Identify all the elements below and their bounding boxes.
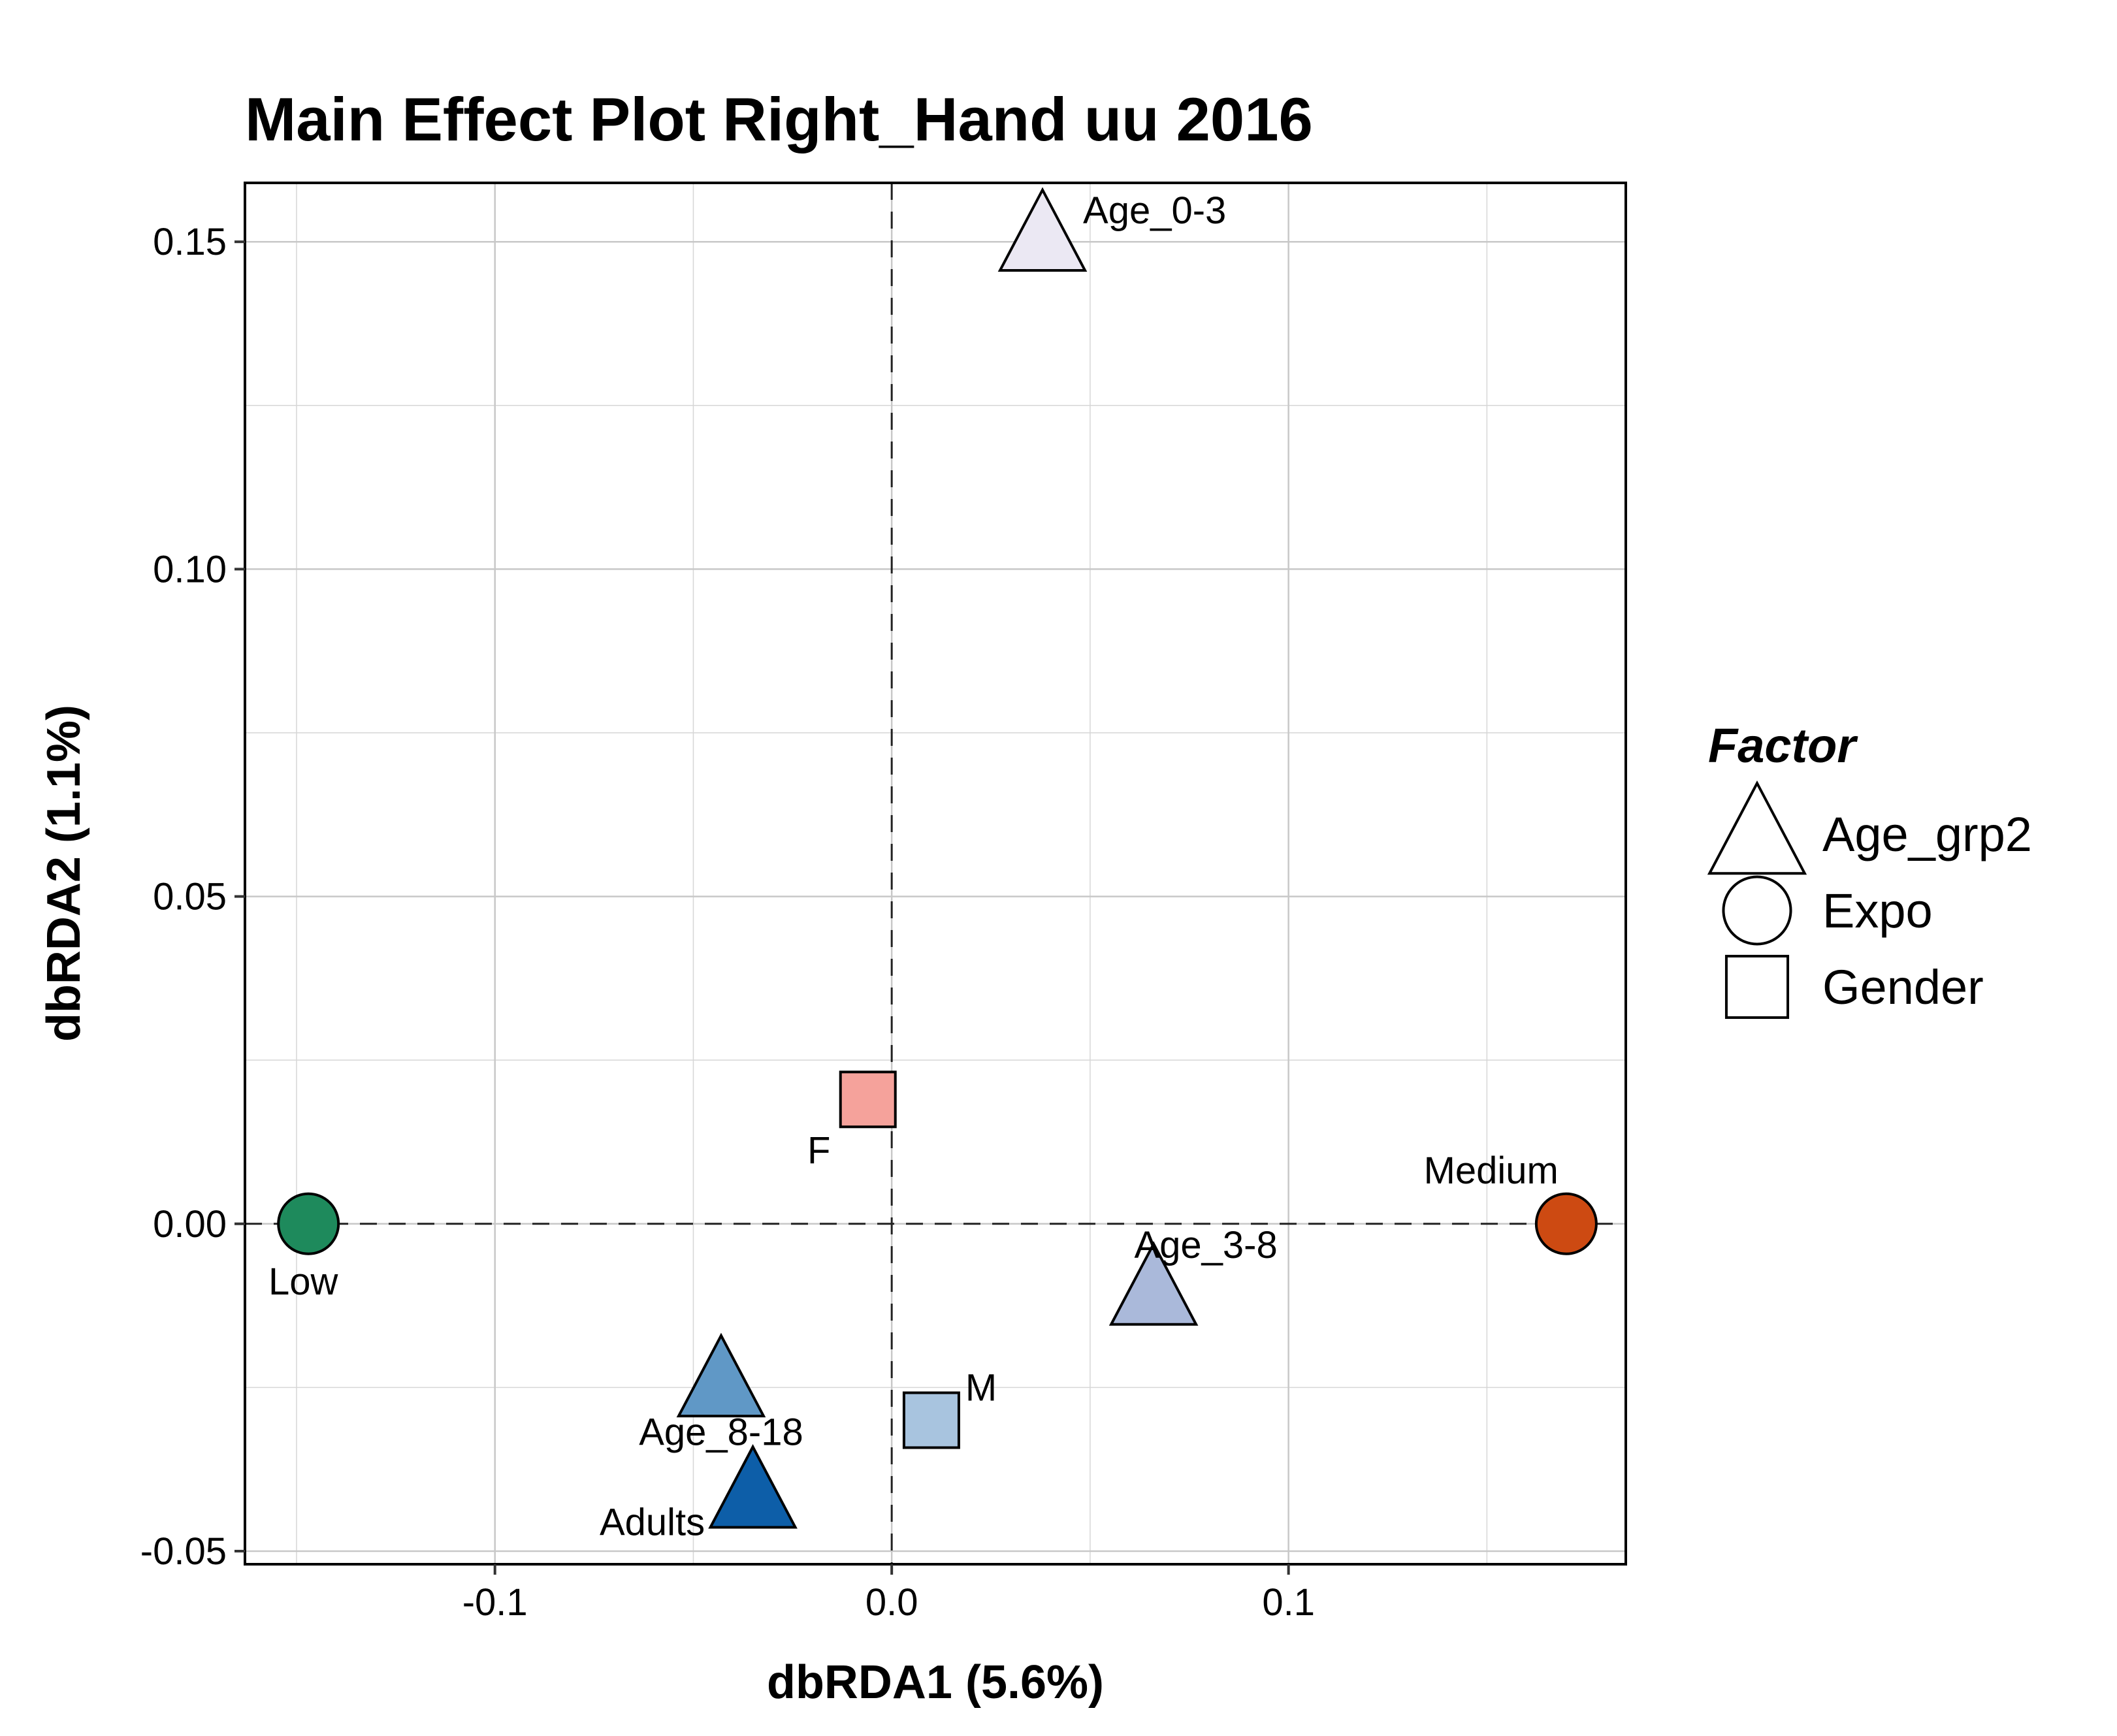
point-label-age-3-8: Age_3-8	[1134, 1224, 1277, 1266]
point-m	[902, 1391, 960, 1449]
point-label-low: Low	[268, 1261, 339, 1303]
point-age-3-8	[1108, 1241, 1199, 1326]
point-label-medium: Medium	[1424, 1149, 1559, 1192]
legend-key-square	[1724, 954, 1790, 1020]
reference-lines	[245, 183, 1626, 1564]
legend-key-circle	[1722, 875, 1792, 946]
point-low	[277, 1192, 340, 1255]
legend-entries: Age_grp2 Expo Gender	[1707, 780, 2032, 1020]
point-f	[839, 1070, 897, 1129]
y-axis-ticks: -0.05 0.00 0.05 0.10 0.15	[140, 221, 245, 1573]
y-axis-title: dbRDA2 (1.1%)	[38, 705, 90, 1042]
point-label-f: F	[807, 1129, 830, 1172]
point-age-8-18	[676, 1332, 766, 1418]
chart-title: Main Effect Plot Right_Hand uu 2016	[245, 85, 1313, 153]
y-tick-label: 0.05	[153, 876, 227, 918]
point-label-adults: Adults	[600, 1502, 705, 1544]
legend-label-gender: Gender	[1822, 960, 1984, 1014]
points-layer	[277, 187, 1598, 1529]
x-tick-label: -0.1	[462, 1581, 528, 1624]
x-axis-title: dbRDA1 (5.6%)	[767, 1656, 1104, 1709]
legend-title: Factor	[1708, 718, 1858, 773]
y-tick-label: 0.10	[153, 548, 227, 590]
point-label-m: M	[965, 1366, 997, 1409]
x-tick-label: 0.1	[1262, 1581, 1315, 1624]
panel-border	[244, 182, 1627, 1566]
x-axis-ticks: -0.1 0.0 0.1	[462, 1564, 1315, 1624]
point-medium	[1534, 1192, 1598, 1255]
legend-label-expo: Expo	[1822, 884, 1933, 938]
y-tick-label: -0.05	[140, 1530, 227, 1573]
point-label-age-0-3: Age_0-3	[1083, 189, 1226, 232]
legend: Factor Age_grp2 Expo Gender	[1707, 718, 2032, 1020]
legend-label-age-grp2: Age_grp2	[1822, 807, 2032, 861]
point-adults	[708, 1444, 798, 1529]
y-tick-label: 0.15	[153, 221, 227, 263]
x-tick-label: 0.0	[865, 1581, 918, 1624]
legend-key-triangle	[1707, 780, 1807, 875]
point-label-age-8-18: Age_8-18	[639, 1411, 803, 1453]
point-age-0-3	[997, 187, 1088, 272]
y-tick-label: 0.00	[153, 1203, 227, 1246]
point-labels-layer: Age_0-3 Age_3-8 Age_8-18 Adults Low Medium F M	[268, 189, 1559, 1544]
